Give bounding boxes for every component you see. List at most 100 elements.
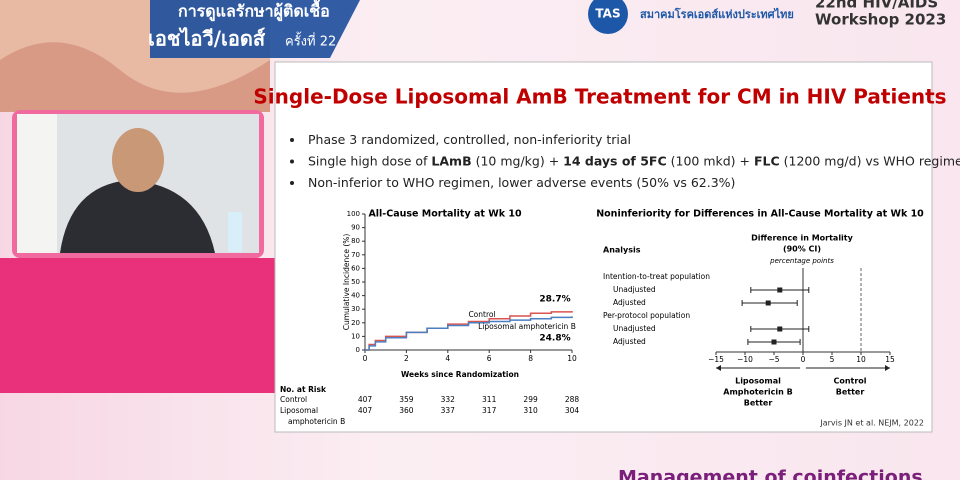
x-tick-label: 15 xyxy=(885,355,895,364)
logo-text: TAS xyxy=(595,7,620,21)
bullet: Non-inferior to WHO regimen, lower adver… xyxy=(308,175,735,190)
risk-value: 288 xyxy=(565,395,580,404)
bullet: Single high dose of LAmB (10 mg/kg) + 14… xyxy=(308,153,960,168)
x-tick-label: 4 xyxy=(445,354,450,363)
chart-title: Noninferiority for Differences in All-Ca… xyxy=(596,209,924,220)
x-tick-label: 2 xyxy=(404,354,409,363)
next-topic: Management of coinfections xyxy=(618,467,923,480)
bullet-segment: (1200 mg/d) vs WHO regimen xyxy=(780,153,960,168)
arrow-head xyxy=(716,365,721,371)
x-tick-label: 10 xyxy=(567,354,577,363)
y-tick-label: 0 xyxy=(356,346,360,354)
x-tick-label: −10 xyxy=(737,355,753,364)
y-tick-label: 40 xyxy=(351,292,360,300)
x-tick-label: 6 xyxy=(487,354,492,363)
direction-label: Better xyxy=(836,388,865,397)
y-tick-label: 90 xyxy=(351,224,360,232)
risk-value: 311 xyxy=(482,395,497,404)
y-tick-label: 10 xyxy=(351,332,360,340)
row-label: Unadjusted xyxy=(613,285,656,294)
y-tick-label: 20 xyxy=(351,319,360,327)
bullet-segment: FLC xyxy=(754,153,780,168)
bullet-segment: (100 mkd) + xyxy=(667,153,754,168)
risk-value: 359 xyxy=(399,395,414,404)
risk-row-label: amphotericin B xyxy=(288,417,345,426)
estimate-header: (90% CI) xyxy=(783,245,821,254)
y-tick-label: 100 xyxy=(347,210,360,218)
society-name: สมาคมโรคเอดส์แห่งประเทศไทย xyxy=(640,7,794,21)
bullet-segment: (10 mg/kg) + xyxy=(472,153,564,168)
bullet-dot xyxy=(290,138,294,142)
logo-badge xyxy=(588,0,628,34)
risk-row-label: Liposomal xyxy=(280,406,318,415)
curtain xyxy=(17,114,57,253)
header-line1: การดูแลรักษาผู้ติดเชื้อ xyxy=(178,0,330,23)
bullet-dot xyxy=(290,181,294,185)
estimate xyxy=(777,326,783,332)
column-label: Analysis xyxy=(603,246,641,255)
bullet-dot xyxy=(290,159,294,164)
risk-value: 299 xyxy=(523,395,538,404)
header-line2: เอชไอวี/เอดส์ xyxy=(148,27,266,51)
estimate xyxy=(771,339,777,345)
bullet-segment: Phase 3 randomized, controlled, non-infe… xyxy=(308,132,631,147)
units: percentage points xyxy=(769,257,834,265)
risk-value: 304 xyxy=(565,406,580,415)
citation: Jarvis JN et al. NEJM, 2022 xyxy=(819,419,924,428)
risk-value: 310 xyxy=(523,406,538,415)
risk-value: 360 xyxy=(399,406,414,415)
x-tick-label: −15 xyxy=(708,355,724,364)
risk-title: No. at Risk xyxy=(280,385,327,394)
risk-value: 407 xyxy=(358,406,373,415)
row-label: Adjusted xyxy=(613,337,646,346)
y-axis-label: Cumulative Incidence (%) xyxy=(342,234,351,331)
row-label: Unadjusted xyxy=(613,324,656,333)
row-label: Adjusted xyxy=(613,298,646,307)
direction-label: Better xyxy=(744,399,773,408)
estimate xyxy=(765,300,771,306)
arrow-head xyxy=(885,365,890,371)
risk-value: 337 xyxy=(441,406,456,415)
group-label: Intention-to-treat population xyxy=(603,272,710,281)
slide xyxy=(274,61,933,433)
direction-label: Amphotericin B xyxy=(723,388,792,397)
bottle xyxy=(228,212,242,252)
bullet-segment: 14 days of 5FC xyxy=(563,153,666,168)
y-tick-label: 80 xyxy=(351,237,360,245)
bullet: Phase 3 randomized, controlled, non-infe… xyxy=(308,132,631,147)
risk-value: 317 xyxy=(482,406,497,415)
y-tick-label: 60 xyxy=(351,264,360,272)
series-label: Control xyxy=(468,310,495,319)
chart-title: All-Cause Mortality at Wk 10 xyxy=(368,209,522,220)
group-label: Per-protocol population xyxy=(603,311,690,320)
direction-label: Liposomal xyxy=(735,377,781,386)
pink-band xyxy=(0,258,275,393)
estimate xyxy=(777,287,783,293)
km-curve xyxy=(365,316,573,351)
risk-row-label: Control xyxy=(280,395,307,404)
x-tick-label: 10 xyxy=(856,355,866,364)
x-tick-label: 0 xyxy=(801,355,806,364)
risk-value: 332 xyxy=(441,395,456,404)
estimate-header: Difference in Mortality xyxy=(751,234,853,243)
x-tick-label: 5 xyxy=(830,355,835,364)
y-tick-label: 50 xyxy=(351,278,360,286)
speaker-body xyxy=(60,180,215,253)
end-label: 28.7% xyxy=(539,295,570,305)
slide-title: Single-Dose Liposomal AmB Treatment for … xyxy=(253,85,946,109)
series-label: Liposomal amphotericin B xyxy=(478,322,576,331)
header-suffix: ครั้งที่ 22 xyxy=(285,32,336,50)
title-ribbon xyxy=(150,0,360,58)
bullet-segment: LAmB xyxy=(431,153,471,168)
workshop-line1: 22nd HIV/AIDS xyxy=(815,0,938,12)
km-curve xyxy=(365,310,573,351)
risk-value: 407 xyxy=(358,395,373,404)
y-tick-label: 30 xyxy=(351,305,360,313)
x-tick-label: 0 xyxy=(363,354,368,363)
x-tick-label: −5 xyxy=(768,355,779,364)
x-tick-label: 8 xyxy=(528,354,533,363)
bullet-segment: Non-inferior to WHO regimen, lower adver… xyxy=(308,175,735,190)
bullet-segment: Single high dose of xyxy=(308,153,431,168)
